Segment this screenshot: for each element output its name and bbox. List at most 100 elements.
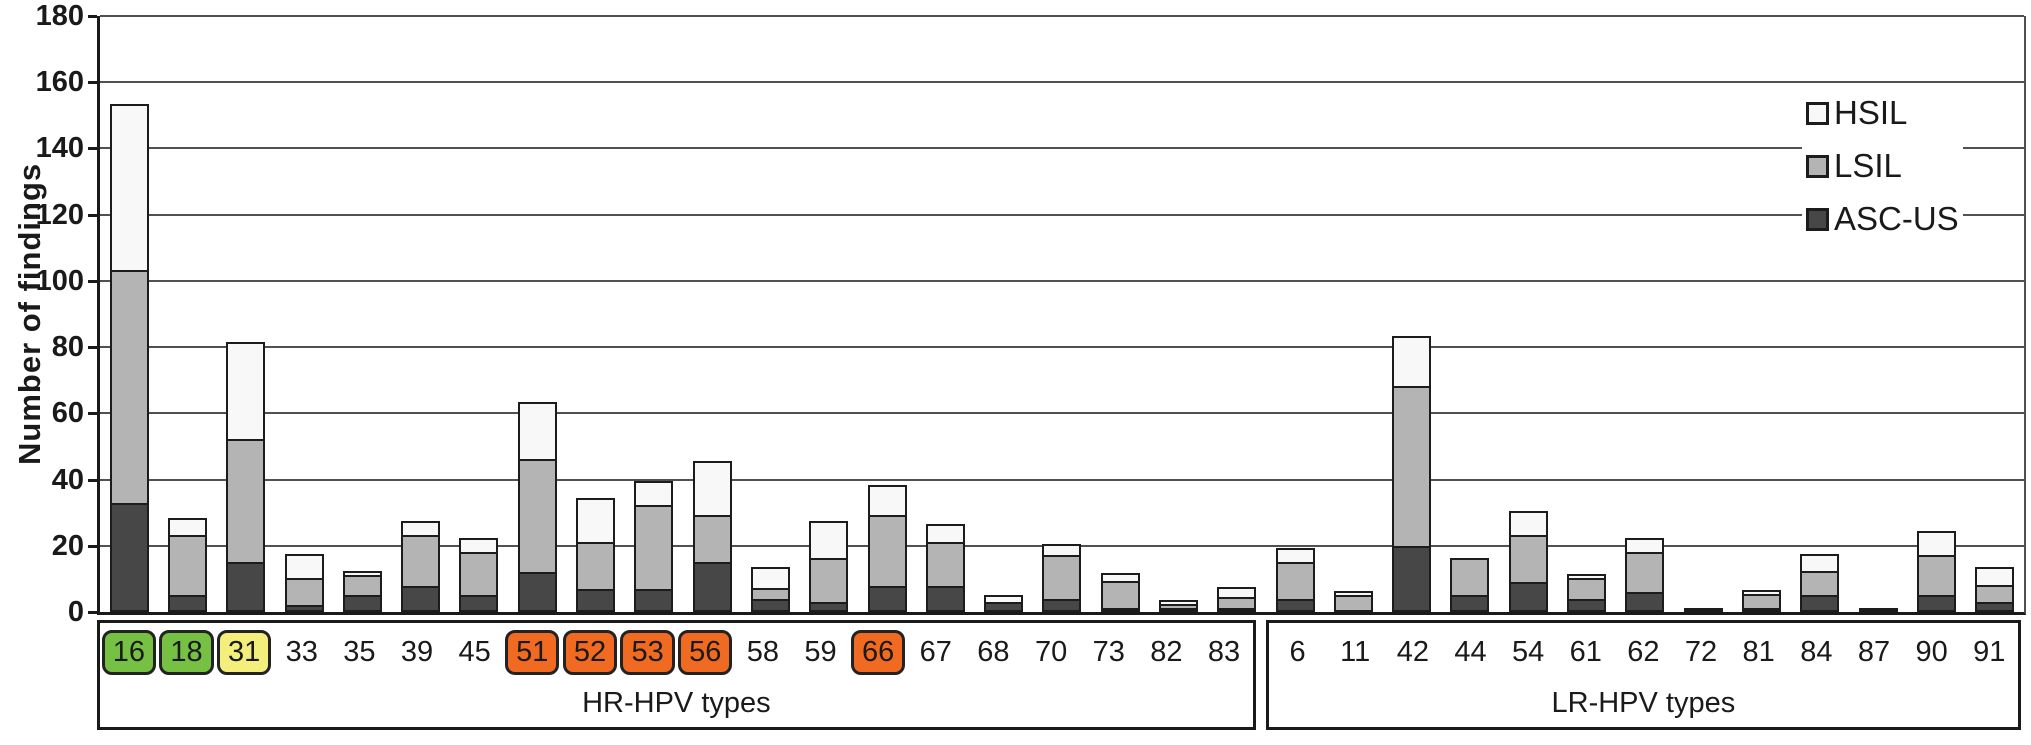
bar-segment-ascus-81 [1741,608,1781,612]
x-label-slot-59: 59 [792,626,850,678]
x-label-slot-56: 56 [676,626,734,678]
bar-segment-ascus-61 [1567,598,1607,612]
x-label-slot-66: 66 [849,626,907,678]
legend-label-hsil: HSIL [1834,94,1908,131]
y-tick-label-100: 100 [35,264,84,297]
bar-hpv-70 [1042,544,1082,612]
bar-segment-lsil-62 [1625,551,1665,595]
bar-segment-hsil-33 [284,554,324,581]
bar-hpv-6 [1275,547,1315,612]
bar-segment-ascus-83 [1217,608,1257,612]
bar-segment-lsil-33 [284,578,324,608]
bar-segment-hsil-56 [692,461,732,518]
bar-segment-ascus-58 [750,598,790,612]
bar-slot-61 [1557,573,1615,612]
x-label-73: 73 [1092,636,1125,668]
x-label-slot-51: 51 [503,626,561,678]
x-label-slot-82: 82 [1138,626,1196,678]
y-tick-mark [88,147,97,151]
bar-segment-lsil-11 [1333,595,1373,612]
y-tick-mark [88,478,97,482]
bar-segment-lsil-44 [1450,558,1490,598]
y-axis-title: Number of findings [12,162,47,466]
bar-segment-ascus-54 [1508,582,1548,612]
bar-segment-lsil-39 [401,535,441,589]
y-tick-mark [88,412,97,416]
x-label-slot-61: 61 [1557,626,1615,678]
bar-segment-hsil-52 [576,497,616,545]
y-tick-label-140: 140 [35,132,84,165]
x-label-slot-90: 90 [1903,626,1961,678]
bar-hpv-58 [750,567,790,612]
x-label-slot-33: 33 [273,626,331,678]
y-tick-mark [88,279,97,283]
legend-swatch-lsil-icon [1806,154,1829,178]
x-label-67: 67 [919,636,952,668]
bar-segment-ascus-6 [1275,598,1315,612]
bar-segment-ascus-16 [109,502,149,612]
bar-segment-ascus-56 [692,562,732,612]
x-label-54: 54 [1511,636,1545,668]
x-label-90: 90 [1915,636,1948,668]
legend-swatch-ascus-icon [1806,207,1829,231]
bar-segment-lsil-70 [1042,554,1082,602]
bar-segment-ascus-72 [1683,608,1723,612]
bar-slot-67 [916,524,974,612]
bar-segment-lsil-90 [1916,554,1956,598]
x-label-slot-62: 62 [1615,626,1673,678]
bar-hpv-87 [1858,608,1898,612]
gridline-40 [100,478,2024,481]
bar-slot-68 [974,594,1032,612]
bar-segment-lsil-6 [1275,561,1315,602]
bar-segment-lsil-84 [1800,571,1840,598]
bar-segment-lsil-16 [109,270,149,506]
y-tick-mark [88,611,97,614]
bar-hpv-35 [342,570,382,612]
bar-slot-84 [1791,554,1849,612]
x-label-33: 33 [285,636,318,668]
x-label-slot-58: 58 [734,626,792,678]
bar-hpv-84 [1800,554,1840,612]
bar-hpv-91 [1975,567,2015,612]
bar-slot-73 [1091,573,1149,612]
bar-slot-91 [1966,567,2024,612]
x-label-slot-39: 39 [388,626,446,678]
y-tick-label-60: 60 [51,397,84,430]
x-label-slot-83: 83 [1195,626,1253,678]
bar-slot-53 [625,481,683,612]
hr-labels-row: 16 18 31 33 35 39 45 51 52 53 56 58 59 66 67 68 70 73 82 83 [100,626,1253,678]
x-label-16: 16 [101,629,156,675]
lr-labels-row: 6 11 42 44 54 61 62 72 81 84 87 90 91 [1269,626,2018,678]
bar-segment-ascus-44 [1450,595,1490,612]
gridline-160 [100,81,2024,84]
bar-slot-11 [1324,591,1382,612]
legend-row-lsil: LSIL [1802,147,1963,185]
x-label-slot-70: 70 [1022,626,1080,678]
x-label-45: 45 [458,636,491,668]
bar-slot-56 [683,461,741,612]
bar-slot-72 [1674,608,1732,612]
bar-hpv-45 [459,537,499,612]
hr-group-box: 16 18 31 33 35 39 45 51 52 53 56 58 59 66 67 68 70 73 82 83… [97,620,1256,730]
x-label-62: 62 [1627,636,1660,668]
bar-hpv-31 [226,342,266,612]
x-label-slot-54: 54 [1499,626,1557,678]
bar-segment-ascus-67 [925,585,965,612]
x-label-51: 51 [505,629,560,675]
x-label-58: 58 [746,636,779,668]
bar-hpv-82 [1158,599,1198,612]
y-tick-mark [88,15,97,18]
x-label-66: 66 [851,629,906,675]
y-tick-label-120: 120 [35,198,84,231]
bar-slot-82 [1149,599,1207,612]
bar-slot-16 [100,103,158,612]
bar-segment-ascus-70 [1042,598,1082,612]
x-label-56: 56 [678,629,733,675]
bar-hpv-83 [1217,586,1257,612]
y-tick-mark [88,346,97,350]
bar-slot-42 [1383,335,1441,612]
bar-segment-ascus-59 [809,602,849,612]
x-label-44: 44 [1454,636,1487,668]
bar-segment-lsil-67 [925,541,965,589]
x-label-39: 39 [400,636,434,668]
